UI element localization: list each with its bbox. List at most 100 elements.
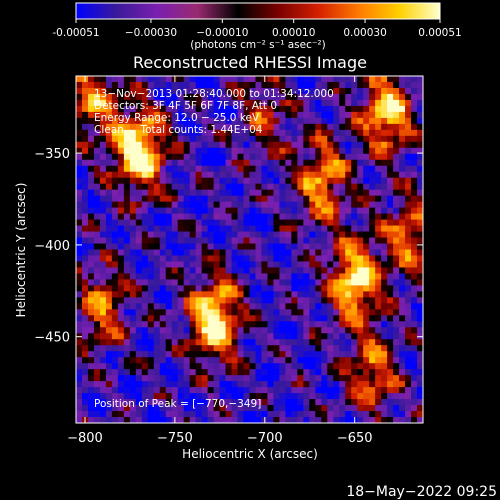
annotation-peak-position: Position of Peak = [−770,−349] [94,398,261,410]
heatmap-cell [105,285,113,292]
heatmap-cell [225,117,233,125]
heatmap-cell [303,159,310,167]
heatmap-cell [297,99,304,107]
heatmap-cell [117,333,125,340]
heatmap-cell [237,333,245,340]
heatmap-cell [399,189,406,197]
heatmap-cell [141,147,149,155]
heatmap-cell [93,339,101,346]
heatmap-cell [327,153,334,161]
heatmap-cell [231,297,239,304]
heatmap-cell [273,417,281,423]
heatmap-cell [189,279,197,286]
heatmap-cell [231,291,239,298]
heatmap-cell [393,351,400,358]
heatmap-cell [189,417,197,423]
heatmap-cell [375,417,382,423]
heatmap-cell [411,225,418,233]
heatmap-cell [333,255,340,263]
heatmap-cell [333,225,340,233]
heatmap-cell [309,387,316,394]
heatmap-cell [249,93,257,101]
heatmap-cell [219,117,227,125]
heatmap-cell [327,315,334,322]
heatmap-cell [111,87,119,95]
heatmap-cell [333,327,340,334]
heatmap-cell [315,189,322,197]
heatmap-cell [339,195,346,203]
heatmap-cell [351,237,358,245]
heatmap-cell [189,387,197,394]
heatmap-cell [123,399,131,406]
heatmap-cell [207,279,215,286]
heatmap-cell [321,405,328,412]
heatmap-cell [177,345,185,352]
heatmap-cell [303,285,310,292]
heatmap-cell [273,303,281,310]
heatmap-cell [243,225,251,233]
heatmap-cell [99,321,107,328]
heatmap-cell [309,237,316,245]
heatmap-cell [297,273,304,281]
heatmap-cell [291,249,298,257]
heatmap-cell [99,117,107,125]
heatmap-cell [291,225,298,233]
heatmap-cell [183,279,191,286]
heatmap-cell [171,273,179,281]
heatmap-cell [93,273,101,281]
heatmap-cell [375,177,382,185]
heatmap-cell [321,399,328,406]
heatmap-cell [345,351,352,358]
heatmap-cell [243,249,251,257]
heatmap-cell [255,183,263,191]
heatmap-cell [339,381,346,388]
heatmap-cell [381,111,388,119]
heatmap-cell [369,225,376,233]
heatmap-cell [267,351,275,358]
heatmap-cell [369,123,376,131]
heatmap-cell [417,339,423,346]
heatmap-cell [417,201,423,209]
heatmap-cell [357,321,364,328]
heatmap-cell [273,273,281,281]
heatmap-cell [207,255,215,263]
heatmap-cell [405,76,412,83]
heatmap-cell [153,231,161,239]
heatmap-cell [399,99,406,107]
heatmap-cell [411,195,418,203]
heatmap-cell [339,315,346,322]
heatmap-cell [219,93,227,101]
heatmap-cell [76,303,83,310]
heatmap-cell [135,165,143,173]
heatmap-cell [99,309,107,316]
heatmap-cell [387,243,394,251]
heatmap-cell [279,273,286,281]
heatmap-cell [261,357,269,364]
heatmap-cell [375,123,382,131]
heatmap-cell [399,309,406,316]
heatmap-cell [375,87,382,95]
heatmap-cell [81,291,89,298]
heatmap-cell [357,165,364,173]
heatmap-cell [327,171,334,179]
heatmap-cell [231,267,239,275]
heatmap-cell [225,315,233,322]
heatmap-cell [321,369,328,376]
heatmap-cell [219,111,227,119]
heatmap-cell [111,393,119,400]
heatmap-cell [76,255,83,263]
heatmap-cell [99,99,107,107]
heatmap-cell [279,369,286,376]
heatmap-cell [183,159,191,167]
heatmap-cell [195,303,203,310]
heatmap-cell [363,189,370,197]
heatmap-cell [315,93,322,101]
heatmap-cell [129,339,137,346]
heatmap-cell [171,147,179,155]
heatmap-cell [297,417,304,423]
heatmap-cell [123,87,131,95]
heatmap-cell [369,207,376,215]
heatmap-cell [279,201,286,209]
heatmap-cell [381,225,388,233]
heatmap-cell [129,273,137,281]
